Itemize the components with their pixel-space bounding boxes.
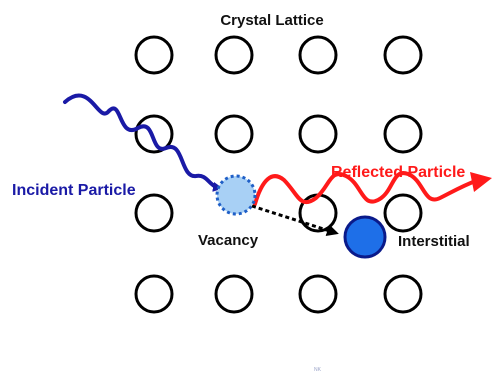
- watermark-text: NK: [314, 367, 322, 373]
- diagram-title: Crystal Lattice: [220, 12, 323, 29]
- lattice-atom: [134, 193, 174, 233]
- incident-particle-path: [63, 93, 223, 192]
- lattice-atom: [134, 35, 174, 75]
- lattice-atom: [298, 274, 338, 314]
- reflected-arrowhead-icon: [470, 172, 492, 192]
- reflected-particle-label: Reflected Particle: [331, 164, 465, 181]
- lattice-atom: [134, 274, 174, 314]
- vacancy-site: [215, 174, 257, 216]
- displacement-arrow: [251, 204, 339, 236]
- lattice-atom: [383, 114, 423, 154]
- lattice-atom: [214, 35, 254, 75]
- incident-particle-label: Incident Particle: [12, 182, 136, 199]
- lattice-atom: [214, 274, 254, 314]
- lattice-atom: [383, 193, 423, 233]
- lattice-atom: [383, 274, 423, 314]
- interstitial-label: Interstitial: [398, 233, 470, 250]
- lattice-atom: [383, 35, 423, 75]
- vacancy-label: Vacancy: [198, 232, 259, 249]
- lattice-atom: [214, 114, 254, 154]
- reflected-particle-path: [253, 171, 480, 206]
- interstitial-atom: [343, 215, 387, 259]
- lattice-atom: [298, 35, 338, 75]
- lattice-atom: [298, 114, 338, 154]
